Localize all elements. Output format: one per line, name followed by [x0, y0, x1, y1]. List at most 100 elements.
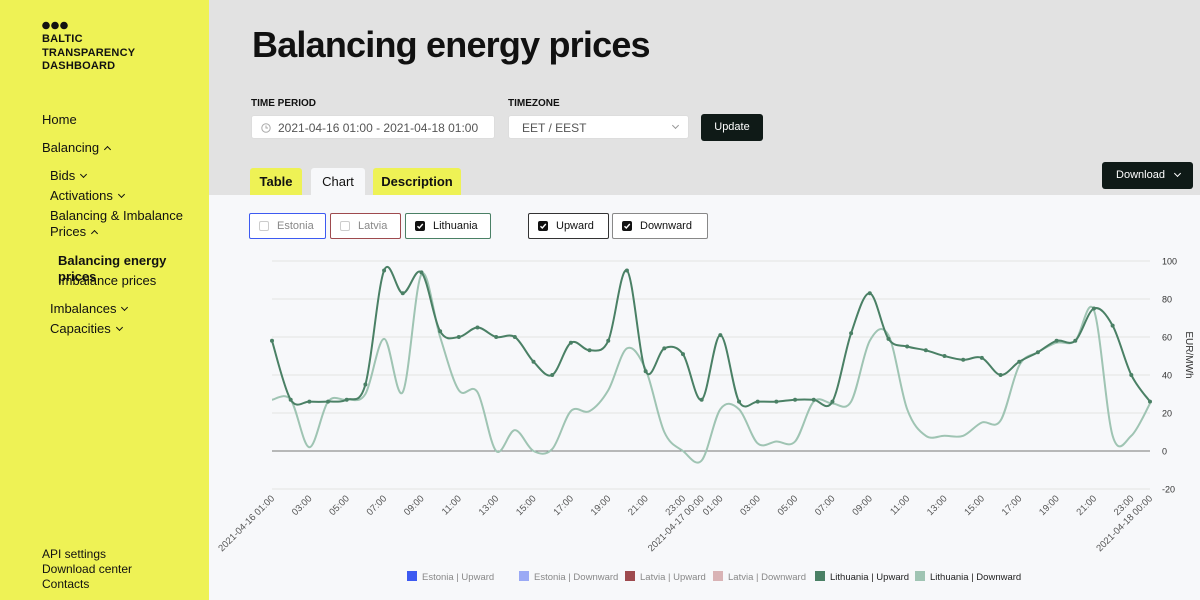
tab[interactable]: Table [250, 168, 302, 195]
toggle[interactable]: Estonia [249, 213, 326, 239]
nav-item[interactable]: Balancing [42, 140, 192, 156]
x-tick-label: 03:00 [290, 493, 315, 518]
legend-label: Estonia | Downward [534, 572, 618, 583]
y-tick-label: 40 [1162, 371, 1172, 381]
point [643, 369, 648, 374]
nav-label: Imbalance prices [58, 273, 157, 288]
line [271, 272, 1151, 464]
point [923, 348, 928, 353]
x-tick-label: 05:00 [327, 493, 352, 518]
x-tick-label: 13:00 [477, 493, 502, 518]
sidebar: BALTIC TRANSPARENCY DASHBOARD API settin… [0, 0, 209, 600]
toggle-label: Lithuania [433, 220, 478, 232]
y-tick-label: 60 [1162, 333, 1172, 343]
nav-item[interactable]: Balancing energy prices [58, 253, 192, 285]
x-tick-label: 05:00 [776, 493, 801, 518]
nav-label: Bids [50, 168, 76, 183]
y-tick-label: 20 [1162, 409, 1172, 419]
y-tick-label: 100 [1162, 257, 1177, 267]
point [624, 268, 629, 273]
point [606, 338, 611, 343]
toggle[interactable]: Upward [528, 213, 609, 239]
nav-item[interactable]: Imbalances [50, 301, 192, 317]
legend-swatch [915, 571, 925, 581]
point [1035, 350, 1040, 355]
check-mark [624, 223, 631, 230]
toggle-label: Estonia [277, 220, 314, 232]
x-tick-label: 19:00 [1037, 493, 1062, 518]
x-tick-label: 17:00 [1000, 493, 1025, 518]
point [998, 373, 1003, 377]
point [587, 348, 592, 353]
y-tick-label: -20 [1162, 485, 1175, 495]
point [662, 346, 667, 351]
x-tick-label: 21:00 [1074, 493, 1099, 518]
update-button[interactable]: Update [701, 114, 763, 141]
page-title: Balancing energy prices [252, 24, 651, 65]
x-tick-label: 09:00 [402, 493, 427, 518]
x-tick-label: 17:00 [551, 493, 576, 518]
x-tick-label: 13:00 [925, 493, 950, 518]
footer-link[interactable]: API settings [42, 547, 107, 561]
legend-label: Latvia | Upward [640, 572, 706, 583]
point [1091, 306, 1096, 311]
point [830, 399, 835, 404]
checkbox [538, 221, 548, 231]
toggle[interactable]: Lithuania [405, 213, 491, 239]
point [699, 397, 704, 402]
tab[interactable]: Description [373, 168, 461, 195]
check-mark [540, 223, 547, 230]
toggle-label: Latvia [358, 220, 388, 232]
point [1017, 359, 1022, 364]
point [326, 399, 331, 404]
logo-dots [42, 21, 68, 30]
point [400, 291, 405, 296]
point [1054, 338, 1059, 343]
point [755, 399, 760, 404]
point [811, 397, 816, 402]
toggle[interactable]: Downward [612, 213, 708, 239]
time-period-value: 2021-04-16 01:00 - 2021-04-18 01:00 [278, 121, 479, 135]
x-tick-label: 03:00 [738, 493, 763, 518]
x-tick-label: 19:00 [589, 493, 614, 518]
nav-item[interactable]: Capacities [50, 321, 192, 337]
footer-link[interactable]: Download center [42, 562, 133, 576]
point [382, 268, 387, 273]
y-tick-label: 80 [1162, 295, 1172, 305]
tab[interactable]: Chart [311, 168, 365, 195]
logo-text: TRANSPARENCY [42, 47, 136, 59]
legend-swatch [407, 571, 417, 581]
point [568, 340, 573, 345]
point [774, 399, 779, 404]
point [512, 335, 517, 339]
nav-label: Balancing & Imbalance Prices [50, 208, 183, 239]
logo-text: BALTIC [42, 33, 83, 45]
legend-label: Lithuania | Downward [930, 572, 1021, 583]
download-button[interactable]: Download [1102, 162, 1193, 189]
legend-label: Lithuania | Upward [830, 572, 909, 583]
point [849, 331, 854, 336]
nav-item[interactable]: Imbalance prices [58, 273, 192, 289]
x-tick-label: 09:00 [850, 493, 875, 518]
nav-item[interactable]: Activations [50, 188, 192, 204]
toggle[interactable]: Latvia [330, 213, 401, 239]
legend-swatch [815, 571, 825, 581]
legend-label: Latvia | Downward [728, 572, 806, 583]
nav-label: Activations [50, 188, 113, 203]
nav-item[interactable]: Bids [50, 168, 192, 184]
logo-text: DASHBOARD [42, 60, 116, 72]
header [209, 0, 1200, 195]
point [1148, 399, 1152, 404]
x-tick-label: 11:00 [440, 493, 464, 517]
nav-item[interactable]: Balancing & Imbalance Prices [50, 208, 192, 240]
nav-label: Home [42, 112, 77, 127]
timezone-select[interactable]: EET / EEST [508, 115, 689, 139]
y-tick-label: 0 [1162, 447, 1167, 457]
toggle-label: Upward [556, 220, 594, 232]
footer-link[interactable]: Contacts [42, 577, 90, 591]
y-axis-label: EUR/MWh [1183, 331, 1194, 378]
nav-item[interactable]: Home [42, 112, 192, 128]
point [494, 335, 499, 339]
time-period-input[interactable]: 2021-04-16 01:00 - 2021-04-18 01:00 [251, 115, 495, 139]
